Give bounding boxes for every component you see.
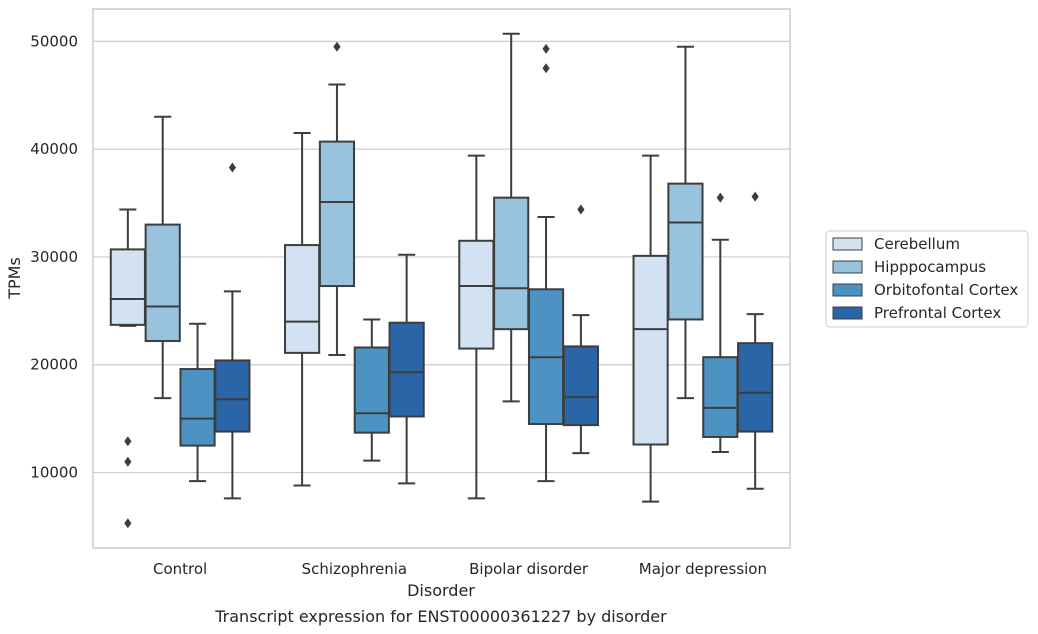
legend-label: Cerebellum [874,235,960,253]
outlier-point [542,63,550,74]
legend-frame [825,230,1029,328]
legend-label: Hipppocampus [874,258,986,276]
y-tick-label: 40000 [30,140,78,158]
legend-swatch [832,306,863,320]
box-body [493,196,530,331]
box-body [214,359,251,433]
x-axis-label: Disorder [407,581,475,600]
grid-lines [93,40,790,474]
box-2-1 [353,318,390,462]
box-0-2 [458,154,495,500]
x-tick-labels: Control Schizophrenia Bipolar disorder Majo… [153,560,767,578]
legend-swatch [832,283,863,297]
box-body [353,346,390,434]
box-3-0 [214,162,251,500]
legend-swatch [832,237,863,251]
outlier-point [124,518,132,529]
legend: Cerebellum Hipppocampus Orbitofontal Corte… [825,230,1029,328]
box-body [667,182,704,321]
box-3-2 [562,204,599,455]
box-0-1 [284,131,321,487]
box-2-0 [179,322,216,483]
y-tick-labels: 10000 20000 30000 40000 50000 [30,32,78,481]
box-groups [109,32,774,529]
chart-caption: Transcript expression for ENST0000036122… [214,607,667,626]
outlier-point [751,191,759,202]
y-tick-label: 30000 [30,248,78,266]
y-tick-label: 50000 [30,32,78,50]
box-body [284,244,321,354]
y-tick-label: 10000 [30,464,78,482]
outlier-point [228,162,236,173]
x-tick-label: Bipolar disorder [469,560,589,578]
outlier-point [124,456,132,467]
legend-swatch [832,260,863,274]
box-2-2 [527,43,565,483]
outlier-point [716,192,724,203]
outlier-point [542,43,550,54]
box-body [144,223,181,343]
box-1-1 [318,41,356,357]
box-body [318,140,356,288]
legend-label: Prefrontal Cortex [874,304,1001,322]
box-body [737,342,774,433]
box-body [562,345,599,427]
box-2-3 [702,192,739,454]
y-axis-label: TPMs [5,257,24,300]
box-1-3 [667,45,704,400]
box-body [702,356,739,438]
box-0-0 [109,208,146,529]
x-tick-label: Schizophrenia [302,560,407,578]
box-body [632,254,669,446]
box-body [179,368,216,447]
box-body [388,321,425,418]
legend-label: Orbitofontal Cortex [874,281,1018,299]
y-tick-label: 20000 [30,356,78,374]
box-body [109,248,146,326]
box-3-3 [737,191,774,490]
x-tick-label: Major depression [639,560,767,578]
outlier-point [124,436,132,447]
outlier-point [333,41,341,52]
box-1-0 [144,115,181,400]
box-body [458,239,495,350]
box-3-1 [388,253,425,485]
plot-frame [92,8,791,549]
x-tick-label: Control [153,560,207,578]
box-1-2 [493,32,530,403]
box-0-3 [632,154,669,503]
outlier-point [577,204,585,215]
